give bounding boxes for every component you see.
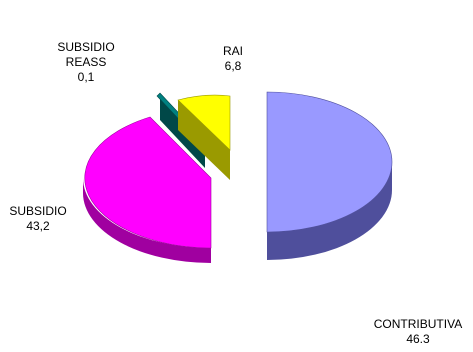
slice-subsidio-side bbox=[83, 178, 211, 263]
label-contributiva-name: CONTRIBUTIVA bbox=[373, 317, 463, 331]
slice-subsidio bbox=[83, 116, 212, 263]
label-contributiva-value: 46.3 bbox=[406, 332, 430, 346]
slice-contributiva bbox=[266, 91, 393, 260]
label-subsidio-reass-value: 0,1 bbox=[77, 70, 95, 84]
slice-subsidio-top bbox=[84, 116, 212, 249]
label-subsidio-reass: SUBSIDIO REASS 0,1 bbox=[44, 40, 128, 85]
label-subsidio-value: 43,2 bbox=[26, 219, 50, 233]
label-subsidio-reass-line2: REASS bbox=[65, 55, 107, 69]
label-rai-value: 6,8 bbox=[224, 59, 242, 73]
label-subsidio-name: SUBSIDIO bbox=[9, 204, 67, 218]
slice-rai-top bbox=[177, 94, 231, 151]
slice-contributiva-top bbox=[266, 91, 393, 233]
slice-rai-side bbox=[178, 100, 230, 180]
label-subsidio-reass-line1: SUBSIDIO bbox=[57, 40, 115, 54]
label-rai: RAI 6,8 bbox=[208, 44, 258, 74]
slice-contributiva-side bbox=[267, 162, 392, 260]
label-subsidio: SUBSIDIO 43,2 bbox=[4, 204, 72, 234]
label-rai-name: RAI bbox=[222, 44, 243, 58]
slice-rai bbox=[177, 94, 231, 180]
label-contributiva: CONTRIBUTIVA 46.3 bbox=[364, 317, 472, 347]
